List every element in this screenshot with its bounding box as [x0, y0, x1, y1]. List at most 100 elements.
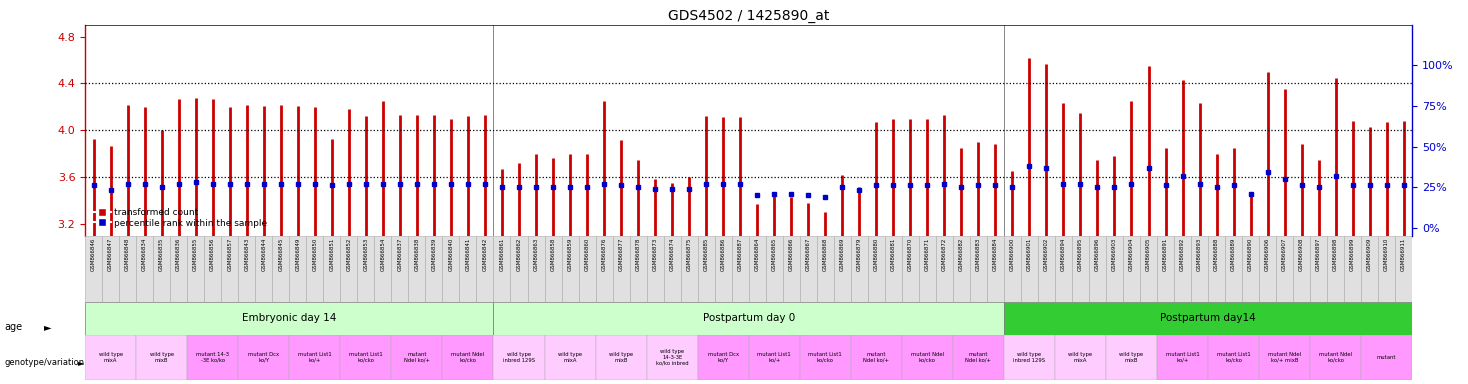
Text: GSM866858: GSM866858 — [550, 238, 555, 271]
Bar — [408, 236, 426, 302]
Bar — [307, 236, 323, 302]
Bar — [562, 236, 578, 302]
Bar — [493, 236, 511, 302]
Text: mutant Dcx
ko/Y: mutant Dcx ko/Y — [708, 352, 738, 363]
Bar — [374, 236, 392, 302]
Text: GSM866856: GSM866856 — [210, 238, 216, 271]
Bar — [341, 335, 392, 380]
Text: GSM866876: GSM866876 — [602, 238, 606, 271]
Bar — [1327, 236, 1345, 302]
Text: GSM866834: GSM866834 — [142, 238, 147, 271]
Text: wild type
mixA: wild type mixA — [98, 352, 123, 363]
Text: GSM866898: GSM866898 — [1333, 238, 1339, 271]
Text: GSM866895: GSM866895 — [1078, 238, 1083, 271]
Text: GSM866910: GSM866910 — [1384, 238, 1389, 271]
Bar — [119, 236, 137, 302]
Bar — [1141, 236, 1157, 302]
Text: wild type
mixA: wild type mixA — [1069, 352, 1092, 363]
Text: GSM866903: GSM866903 — [1111, 238, 1117, 271]
Text: mutant
Ndel ko/+: mutant Ndel ko/+ — [863, 352, 890, 363]
Text: GSM866908: GSM866908 — [1299, 238, 1304, 271]
Text: GSM866879: GSM866879 — [857, 238, 862, 271]
Bar — [1309, 236, 1327, 302]
Text: GSM866852: GSM866852 — [346, 238, 351, 271]
Text: GSM866889: GSM866889 — [1232, 238, 1236, 271]
Bar — [1260, 335, 1309, 380]
Bar — [153, 236, 170, 302]
Text: GSM866901: GSM866901 — [1028, 238, 1032, 271]
Bar — [749, 236, 766, 302]
Bar — [1055, 335, 1105, 380]
Text: ►: ► — [78, 358, 84, 367]
Bar — [1361, 335, 1412, 380]
Text: mutant
Ndel ko/+: mutant Ndel ko/+ — [404, 352, 430, 363]
Text: GSM866909: GSM866909 — [1367, 238, 1373, 271]
Bar — [545, 335, 596, 380]
Bar — [851, 236, 868, 302]
Text: wild type
mixB: wild type mixB — [1120, 352, 1144, 363]
Text: GSM866892: GSM866892 — [1180, 238, 1185, 271]
Text: GSM866853: GSM866853 — [364, 238, 368, 271]
Bar — [426, 236, 442, 302]
Text: GSM866905: GSM866905 — [1147, 238, 1151, 271]
Text: GSM866851: GSM866851 — [329, 238, 335, 271]
Bar — [1242, 236, 1260, 302]
Text: GSM866890: GSM866890 — [1248, 238, 1254, 271]
Text: mutant List1
ko/+: mutant List1 ko/+ — [757, 352, 791, 363]
Bar — [85, 302, 493, 335]
Bar — [442, 335, 493, 380]
Text: GSM866868: GSM866868 — [822, 238, 828, 271]
Text: GSM866843: GSM866843 — [244, 238, 250, 271]
Legend: transformed count, percentile rank within the sample: transformed count, percentile rank withi… — [90, 204, 270, 231]
Bar — [1020, 236, 1038, 302]
Text: mutant 14-3
-3E ko/ko: mutant 14-3 -3E ko/ko — [197, 352, 229, 363]
Bar — [357, 236, 374, 302]
Bar — [477, 236, 493, 302]
Text: mutant Ndel
ko/cko: mutant Ndel ko/cko — [1320, 352, 1352, 363]
Text: GSM866844: GSM866844 — [261, 238, 266, 271]
Text: GSM866857: GSM866857 — [228, 238, 232, 271]
Bar — [800, 236, 816, 302]
Text: GSM866838: GSM866838 — [414, 238, 420, 271]
Bar — [1191, 236, 1208, 302]
Text: GSM866877: GSM866877 — [618, 238, 624, 271]
Text: GSM866847: GSM866847 — [109, 238, 113, 271]
Text: GSM866850: GSM866850 — [313, 238, 317, 271]
Text: GSM866883: GSM866883 — [976, 238, 981, 271]
Bar — [323, 236, 341, 302]
Text: mutant List1
ko/cko: mutant List1 ko/cko — [809, 352, 843, 363]
Text: GSM866854: GSM866854 — [380, 238, 386, 271]
Text: ►: ► — [44, 322, 51, 332]
Bar — [341, 236, 357, 302]
Text: mutant Ndel
ko/cko: mutant Ndel ko/cko — [451, 352, 484, 363]
Bar — [816, 236, 834, 302]
Text: GSM866864: GSM866864 — [755, 238, 759, 271]
Bar — [596, 335, 646, 380]
Text: Embryonic day 14: Embryonic day 14 — [242, 313, 336, 323]
Text: GSM866893: GSM866893 — [1196, 238, 1202, 271]
Text: wild type
inbred 129S: wild type inbred 129S — [1013, 352, 1045, 363]
Bar — [646, 236, 664, 302]
Text: GSM866839: GSM866839 — [432, 238, 436, 271]
Bar — [1378, 236, 1395, 302]
Text: GSM866899: GSM866899 — [1351, 238, 1355, 271]
Bar — [901, 236, 919, 302]
Text: GSM866870: GSM866870 — [907, 238, 913, 271]
Text: GSM866845: GSM866845 — [279, 238, 283, 271]
Bar — [1276, 236, 1293, 302]
Bar — [1105, 335, 1157, 380]
Text: mutant List1
ko/cko: mutant List1 ko/cko — [1217, 352, 1251, 363]
Text: mutant List1
ko/cko: mutant List1 ko/cko — [349, 352, 383, 363]
Text: wild type
inbred 129S: wild type inbred 129S — [504, 352, 534, 363]
Text: GSM866848: GSM866848 — [125, 238, 131, 271]
Text: mutant
Ndel ko/+: mutant Ndel ko/+ — [966, 352, 991, 363]
Bar — [1395, 236, 1412, 302]
Bar — [766, 236, 782, 302]
Bar — [459, 236, 477, 302]
Text: GSM866896: GSM866896 — [1095, 238, 1100, 271]
Text: Postpartum day14: Postpartum day14 — [1160, 313, 1257, 323]
Text: GSM866886: GSM866886 — [721, 238, 725, 271]
Text: GSM866855: GSM866855 — [194, 238, 198, 271]
Bar — [527, 236, 545, 302]
Text: GSM866902: GSM866902 — [1044, 238, 1050, 271]
